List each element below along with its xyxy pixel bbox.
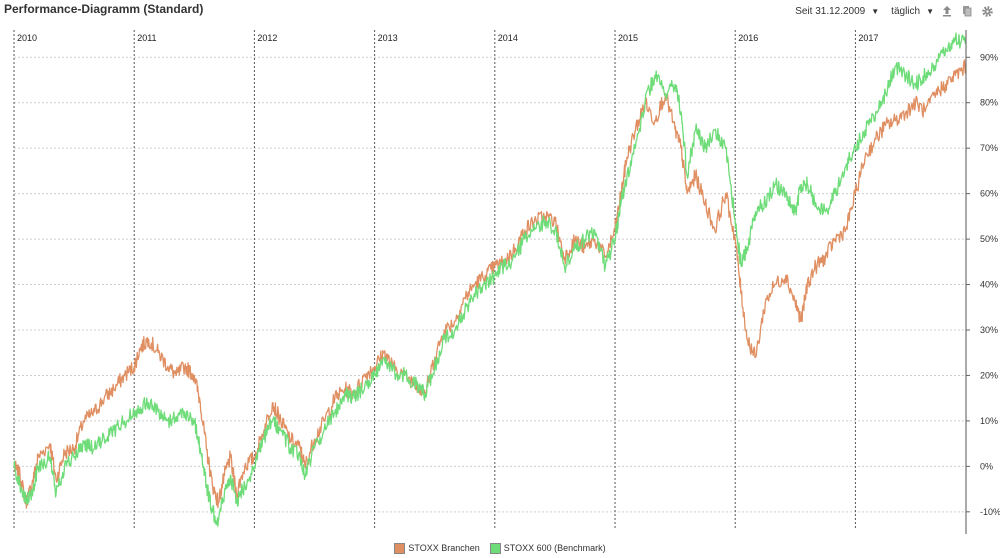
year-label: 2014 (498, 33, 518, 43)
performance-chart: 2010 2011 2012 2013 2014 2015 2016 2017 -10% 0% 1… (13, 30, 1000, 534)
gear-icon[interactable] (980, 4, 994, 18)
year-label: 2012 (257, 33, 277, 43)
year-label: 2010 (17, 33, 37, 43)
year-lines: 2010 2011 2012 2013 2014 2015 2016 2017 (13, 30, 878, 530)
year-label: 2015 (618, 33, 638, 43)
year-label: 2011 (137, 33, 156, 43)
legend-swatch (489, 542, 501, 554)
interval-select[interactable]: täglich ▼ (891, 6, 934, 17)
y-tick-label: 90% (980, 52, 998, 62)
chevron-down-icon: ▼ (871, 6, 880, 16)
y-tick-label: 80% (980, 98, 998, 108)
chart-header: Performance-Diagramm (Standard) Seit 31.… (0, 0, 1000, 20)
legend-label: STOXX Branchen (408, 543, 480, 553)
legend-label: STOXX 600 (Benchmark) (503, 543, 606, 553)
y-tick-label: 60% (980, 189, 998, 199)
year-label: 2013 (378, 33, 398, 43)
interval-label: täglich (891, 5, 921, 17)
chevron-down-icon: ▼ (926, 6, 934, 16)
y-axis: -10% 0% 10% 20% 30% 40% 50% 60% 70% 80% 90% (965, 30, 1000, 534)
legend-item-benchmark[interactable]: STOXX 600 (Benchmark) (489, 542, 606, 554)
grid (14, 56, 966, 513)
legend-swatch (394, 542, 406, 554)
series-lines (13, 32, 967, 527)
legend-item-branchen[interactable]: STOXX Branchen (394, 542, 480, 554)
date-range-select[interactable]: Seit 31.12.2009 ▼ (795, 6, 879, 17)
y-tick-label: 30% (980, 325, 998, 335)
y-tick-label: 40% (980, 280, 998, 290)
year-label: 2017 (858, 33, 878, 43)
export-icon[interactable] (940, 4, 954, 18)
series-line-branchen (13, 59, 967, 509)
y-tick-label: 10% (980, 416, 998, 426)
y-tick-label: -10% (980, 507, 1000, 517)
chart-controls: Seit 31.12.2009 ▼ täglich ▼ (795, 3, 994, 19)
copy-icon[interactable] (960, 4, 974, 18)
year-label: 2016 (738, 33, 758, 43)
chart-title: Performance-Diagramm (Standard) (4, 2, 204, 16)
series-line-benchmark (13, 32, 967, 527)
y-tick-label: 50% (980, 234, 998, 244)
chart-legend: STOXX Branchen STOXX 600 (Benchmark) (0, 540, 1000, 556)
y-tick-label: 70% (980, 143, 998, 153)
date-range-label: Seit 31.12.2009 (795, 5, 866, 17)
y-tick-label: 0% (980, 461, 993, 471)
y-tick-label: 20% (980, 370, 998, 380)
